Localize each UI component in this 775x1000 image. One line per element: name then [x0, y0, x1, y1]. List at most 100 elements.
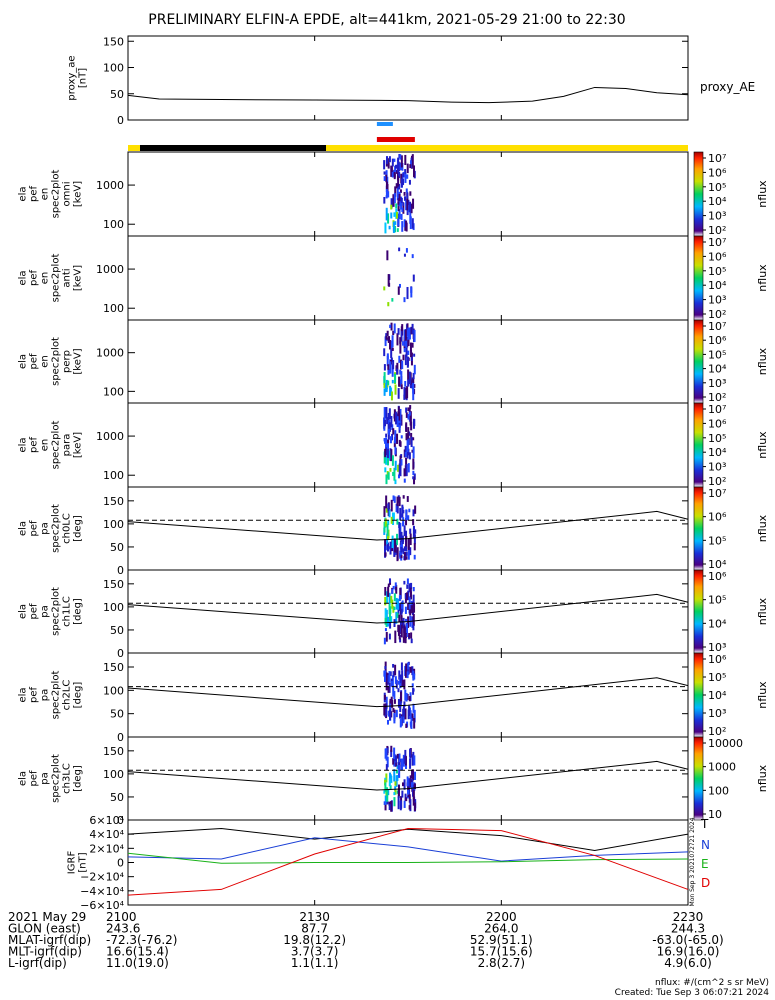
- en-omni-flux-pixel: [399, 189, 402, 193]
- en-para-flux-pixel: [394, 479, 397, 485]
- en-perp-ylabel: spec2plot: [51, 337, 62, 386]
- pa-ch0-flux-pixel: [399, 550, 402, 559]
- en-perp-flux-pixel: [400, 326, 403, 332]
- en-perp-ylabel: ela: [18, 354, 29, 369]
- en-anti-ylabel: pef: [29, 270, 40, 287]
- en-para-flux-pixel: [412, 437, 415, 441]
- pa-ch3-flux-pixel: [412, 790, 415, 802]
- pa-ch1-ytick-label: 0: [117, 647, 124, 660]
- pa-ch2-flux-pixel: [388, 671, 391, 682]
- en-omni-flux-pixel: [409, 191, 412, 196]
- pa-ch0-flux-pixel: [387, 503, 390, 511]
- en-omni-flux-pixel: [390, 166, 393, 172]
- en-perp-flux-pixel: [389, 385, 392, 396]
- colorbar: [693, 486, 704, 571]
- pa-ch2-flux-pixel: [398, 670, 401, 680]
- pa-ch0-flux-pixel: [405, 552, 408, 557]
- pa-ch0-flux-pixel: [396, 547, 399, 561]
- pa-ch0-flux-pixel: [414, 529, 417, 534]
- pa-ch0-flux-pixel: [388, 546, 391, 550]
- igrf-line-N: [127, 837, 689, 862]
- pa-ch0-flux-pixel: [406, 496, 409, 502]
- pa-ch3-flux-pixel: [392, 758, 395, 765]
- en-para-flux-pixel: [399, 408, 402, 421]
- en-anti-flux-pixel: [403, 253, 406, 257]
- en-para-flux-pixel: [385, 474, 388, 485]
- pa-ch0-flux-pixel: [386, 523, 389, 537]
- pa-ch0-flux-pixel: [414, 505, 417, 514]
- pa-ch2-flux-pixel: [387, 686, 390, 693]
- en-perp-flux-pixel: [406, 323, 409, 330]
- en-para-flux-pixel: [413, 473, 416, 480]
- pa-ch1-flux-pixel: [390, 595, 393, 604]
- colorbar-tick-label: 10⁴: [708, 195, 727, 208]
- en-perp-flux-pixel: [389, 361, 392, 374]
- en-para-flux-pixel: [412, 446, 415, 459]
- pa-ch1-flux-pixel: [410, 632, 413, 639]
- en-omni-flux-pixel: [398, 171, 401, 179]
- en-para-flux-pixel: [388, 450, 391, 460]
- en-omni-flux-pixel: [412, 198, 415, 209]
- en-para-flux-pixel: [393, 467, 396, 481]
- pa-ch2-flux-pixel: [390, 680, 393, 687]
- colorbar-tick-label: 10⁴: [708, 363, 727, 376]
- en-perp-ytick-label: 1000: [96, 347, 124, 360]
- en-perp-flux-pixel: [391, 347, 394, 351]
- proxy-ae-ytick-label: 100: [103, 62, 124, 75]
- en-omni-flux-pixel: [383, 176, 386, 181]
- en-perp-flux-pixel: [394, 384, 397, 395]
- igrf-line-T: [127, 827, 689, 851]
- time-row-value: 2100: [106, 910, 137, 924]
- en-anti-flux-pixel: [403, 297, 406, 303]
- pa-ch2-flux-pixel: [385, 696, 388, 709]
- en-para-flux-pixel: [390, 423, 393, 428]
- colorbar-tick-label: 10³: [708, 294, 726, 307]
- en-omni-flux-pixel: [401, 221, 404, 232]
- pa-ch0-flux-pixel: [396, 496, 399, 507]
- en-para-ylabel: para: [62, 434, 73, 457]
- en-perp-flux-pixel: [397, 328, 400, 335]
- en-omni-flux-pixel: [393, 193, 396, 204]
- en-perp-flux-pixel: [405, 387, 408, 399]
- pa-ch2-flux-pixel: [384, 666, 387, 670]
- en-para-flux-pixel: [396, 433, 399, 444]
- en-para-flux-pixel: [392, 471, 395, 477]
- en-para-flux-pixel: [389, 436, 392, 444]
- en-perp-flux-pixel: [398, 376, 401, 387]
- colorbar-label: nflux: [756, 514, 769, 542]
- pa-ch3-flux-pixel: [403, 800, 406, 808]
- en-perp-flux-pixel: [389, 324, 392, 329]
- pa-ch2-ytick-label: 100: [103, 684, 124, 697]
- colorbar-tick-label: 10⁴: [708, 689, 727, 702]
- en-perp-flux-pixel: [413, 364, 416, 375]
- en-perp-flux-pixel: [392, 360, 395, 370]
- pa-ch0-ylabel: ela: [18, 521, 29, 536]
- pa-ch3-flux-pixel: [394, 762, 397, 767]
- pa-ch3-flux-pixel: [403, 779, 406, 790]
- pa-ch2-flux-pixel: [406, 671, 409, 679]
- pa-ch1-flux-pixel: [395, 586, 398, 591]
- pa-ch1-flux-pixel: [399, 638, 402, 643]
- pa-ch0-flux-pixel: [384, 539, 387, 551]
- pa-ch0-flux-pixel: [398, 527, 401, 541]
- time-row-value: 87.7: [301, 922, 328, 936]
- en-omni-flux-pixel: [391, 171, 394, 178]
- en-para-flux-pixel: [383, 407, 386, 420]
- colorbar-tick-label: 10⁶: [708, 511, 727, 524]
- en-perp-flux-pixel: [405, 324, 408, 337]
- en-para-flux-pixel: [412, 476, 415, 480]
- colorbar-tick-label: 10⁵: [708, 348, 726, 361]
- pa-ch0-flux-pixel: [402, 548, 405, 555]
- pa-ch0-flux-pixel: [413, 554, 416, 560]
- en-perp-ytick-label: 100: [103, 385, 124, 398]
- en-omni-flux-pixel: [397, 157, 400, 162]
- en-para-flux-pixel: [385, 445, 388, 456]
- en-perp-flux-pixel: [384, 336, 387, 347]
- en-para-flux-pixel: [388, 422, 391, 432]
- en-para-flux-pixel: [398, 411, 401, 421]
- pa-ch1-flux-pixel: [403, 580, 406, 585]
- pa-ch1-flux-pixel: [386, 616, 389, 627]
- pa-ch3-flux-pixel: [409, 758, 412, 769]
- pa-ch3-flux-pixel: [395, 775, 398, 787]
- pa-ch0-flux-pixel: [383, 521, 386, 533]
